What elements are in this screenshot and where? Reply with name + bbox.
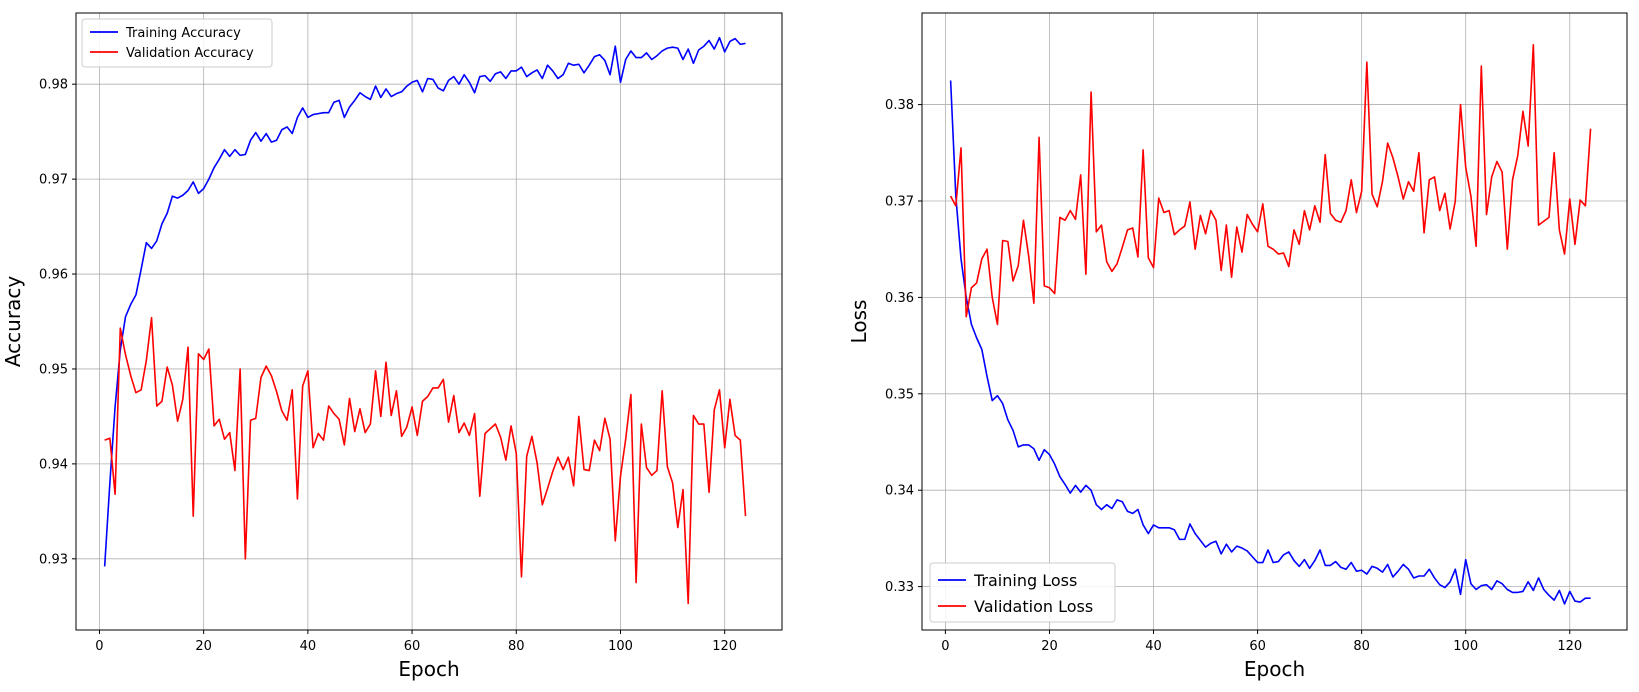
loss-ytick-label-5: 0.38 — [885, 98, 914, 113]
accuracy-ytick-label-4: 0.97 — [39, 173, 68, 188]
loss-axes-frame — [921, 12, 1628, 631]
loss-x-axis-label: Epoch — [1244, 657, 1305, 681]
accuracy-xtick-label-3: 60 — [404, 639, 421, 654]
accuracy-axes-frame — [75, 12, 783, 631]
accuracy-xtick-label-1: 20 — [195, 639, 212, 654]
loss-xtick-label-0: 0 — [941, 639, 949, 654]
accuracy-x-axis-label: Epoch — [398, 657, 459, 681]
accuracy-xtick-label-4: 80 — [508, 639, 525, 654]
accuracy-xtick-label-0: 0 — [95, 639, 103, 654]
loss-xtick-label-3: 60 — [1249, 639, 1266, 654]
loss-legend-label-validation-loss: Validation Loss — [974, 597, 1093, 616]
loss-ytick-label-4: 0.37 — [885, 194, 914, 209]
accuracy-plot: 0 20 40 60 80 100 120 0.93 0.94 0.95 0.96 0.97 0.98 E… — [1, 12, 783, 681]
loss-ytick-label-2: 0.35 — [885, 387, 914, 402]
accuracy-legend-label-validation-accuracy: Validation Accuracy — [126, 46, 254, 61]
accuracy-ytick-label-0: 0.93 — [39, 552, 68, 567]
loss-series-line-validation-loss — [949, 44, 1592, 326]
accuracy-xtick-label-6: 120 — [712, 639, 737, 654]
loss-series-line-training-loss — [949, 80, 1591, 605]
loss-xtick-label-2: 40 — [1145, 639, 1162, 654]
accuracy-xtick-label-2: 40 — [300, 639, 317, 654]
accuracy-ytick-label-2: 0.95 — [39, 362, 68, 377]
accuracy-legend: Training Accuracy Validation Accuracy — [81, 18, 273, 68]
loss-legend: Training Loss Validation Loss — [929, 562, 1116, 623]
loss-ytick-label-3: 0.36 — [885, 291, 914, 306]
loss-xtick-label-5: 100 — [1453, 639, 1478, 654]
accuracy-legend-label-training-accuracy: Training Accuracy — [125, 26, 241, 41]
accuracy-legend-box — [81, 18, 273, 68]
accuracy-ytick-label-3: 0.96 — [39, 268, 68, 283]
loss-xtick-label-4: 80 — [1353, 639, 1370, 654]
loss-xtick-label-6: 120 — [1557, 639, 1582, 654]
accuracy-ytick-label-1: 0.94 — [39, 457, 68, 472]
loss-legend-label-training-loss: Training Loss — [973, 571, 1077, 590]
loss-ytick-label-0: 0.33 — [885, 580, 914, 595]
accuracy-y-axis-label: Accuracy — [1, 276, 25, 367]
accuracy-xtick-label-5: 100 — [608, 639, 633, 654]
loss-y-axis-label: Loss — [847, 300, 871, 344]
loss-plot: 0 20 40 60 80 100 120 0.33 0.34 0.35 0.36 0.37 0.38 E… — [847, 12, 1628, 681]
loss-ytick-label-1: 0.34 — [885, 484, 914, 499]
accuracy-ytick-label-5: 0.98 — [39, 78, 68, 93]
accuracy-series-line-training-accuracy — [103, 36, 746, 567]
loss-legend-box — [929, 562, 1116, 623]
loss-xtick-label-1: 20 — [1041, 639, 1058, 654]
accuracy-series-line-validation-accuracy — [104, 316, 747, 605]
